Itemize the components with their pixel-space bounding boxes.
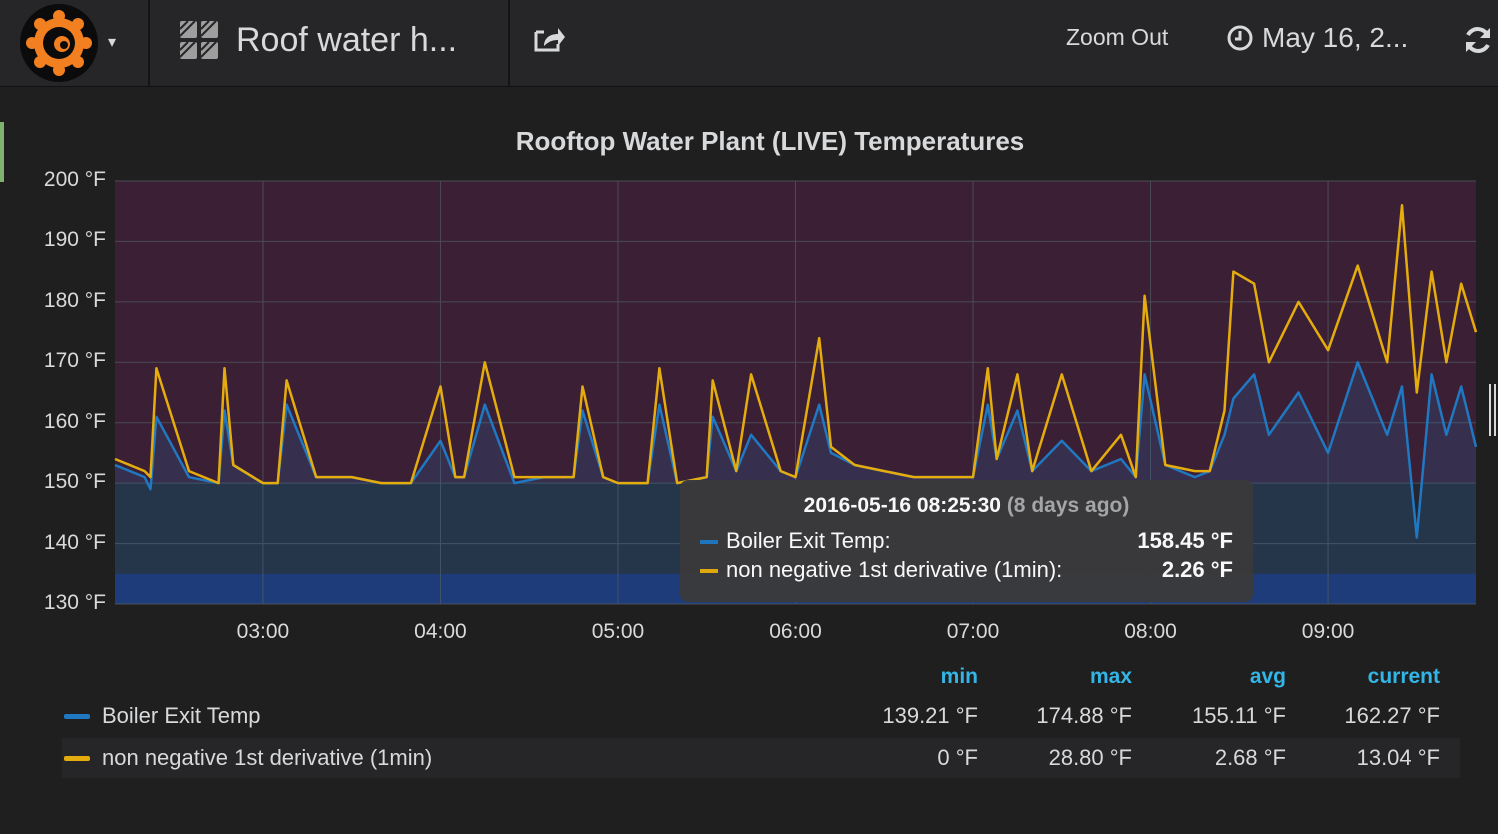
legend-current-value: 162.27 °F [1344, 703, 1440, 728]
legend-header-max[interactable]: max [1089, 665, 1132, 688]
x-tick-label: 05:00 [591, 620, 645, 643]
legend-max-value: 174.88 °F [1036, 703, 1132, 728]
tooltip-time: 2016-05-16 08:25:30 [803, 494, 1001, 517]
legend-max-value: 28.80 °F [1048, 745, 1132, 770]
legend-header-min[interactable]: min [940, 665, 978, 688]
y-tick-label: 150 °F [43, 470, 106, 494]
nav-divider [148, 0, 150, 86]
share-icon[interactable] [532, 22, 566, 56]
zoom-out-button[interactable]: Zoom Out [1066, 24, 1169, 50]
legend-series-name[interactable]: non negative 1st derivative (1min) [102, 745, 433, 770]
y-tick-label: 160 °F [43, 409, 106, 433]
x-tick-label: 03:00 [236, 620, 290, 643]
y-tick-label: 130 °F [43, 591, 106, 614]
x-tick-label: 08:00 [1124, 620, 1177, 643]
row-collapse-marker[interactable] [0, 122, 4, 182]
caret-down-icon: ▾ [108, 34, 117, 51]
series-color-swatch[interactable] [64, 756, 90, 761]
y-tick-label: 180 °F [43, 288, 106, 312]
graph-tooltip: 2016-05-16 08:25:30 (8 days ago) Boiler … [680, 480, 1253, 602]
series-color-swatch [700, 569, 718, 573]
x-tick-label: 06:00 [769, 620, 822, 643]
y-tick-label: 190 °F [43, 228, 106, 252]
grafana-menu-button[interactable]: ▾ [18, 4, 130, 82]
top-navbar: ▾ Roof water h... Zoom Out [0, 0, 1498, 87]
legend-row-boiler-exit-temp: Boiler Exit Temp 139.21 °F 174.88 °F 155… [62, 696, 1460, 736]
x-tick-label: 04:00 [414, 620, 467, 643]
nav-divider [508, 0, 510, 86]
tooltip-series-name: non negative 1st derivative (1min): [726, 557, 1063, 582]
legend-avg-value: 155.11 °F [1191, 703, 1286, 728]
y-tick-label: 140 °F [43, 530, 106, 554]
time-range-label: May 16, 2... [1262, 22, 1409, 53]
legend-min-value: 139.21 °F [882, 703, 978, 728]
legend-current-value: 13.04 °F [1356, 745, 1440, 770]
panel-title[interactable]: Rooftop Water Plant (LIVE) Temperatures [515, 126, 1025, 156]
x-tick-label: 09:00 [1301, 620, 1355, 643]
y-tick-label: 200 °F [43, 168, 106, 191]
tooltip-series-value: 158.45 °F [1137, 528, 1233, 553]
clock-icon [1227, 25, 1253, 51]
legend-min-value: 0 °F [937, 745, 978, 770]
dashboard-grid-icon [179, 20, 218, 59]
tooltip-series-value: 2.26 °F [1161, 557, 1233, 582]
legend-header-avg[interactable]: avg [1249, 665, 1286, 688]
dashboard-title: Roof water h... [236, 20, 458, 59]
time-range-picker[interactable]: May 16, 2... [1226, 22, 1408, 54]
tooltip-header: 2016-05-16 08:25:30 (8 days ago) [680, 494, 1253, 518]
legend-series-name[interactable]: Boiler Exit Temp [102, 703, 261, 728]
tooltip-series-name: Boiler Exit Temp: [726, 528, 891, 553]
legend-row-derivative: non negative 1st derivative (1min) 0 °F … [62, 738, 1460, 778]
tooltip-relative-time: (8 days ago) [1006, 494, 1130, 517]
refresh-icon[interactable] [1462, 24, 1494, 56]
tooltip-row: non negative 1st derivative (1min): 2.26… [700, 557, 1233, 587]
grafana-logo-icon [20, 4, 98, 82]
legend-avg-value: 2.68 °F [1214, 745, 1286, 770]
tooltip-row: Boiler Exit Temp: 158.45 °F [700, 528, 1233, 558]
x-tick-label: 07:00 [946, 620, 1000, 643]
legend-header-current[interactable]: current [1367, 665, 1440, 688]
series-color-swatch[interactable] [64, 714, 90, 719]
series-color-swatch [700, 540, 718, 544]
dashboard-picker-button[interactable]: Roof water h... [178, 14, 457, 66]
right-axis-label [1488, 380, 1498, 440]
y-tick-label: 170 °F [43, 349, 106, 373]
